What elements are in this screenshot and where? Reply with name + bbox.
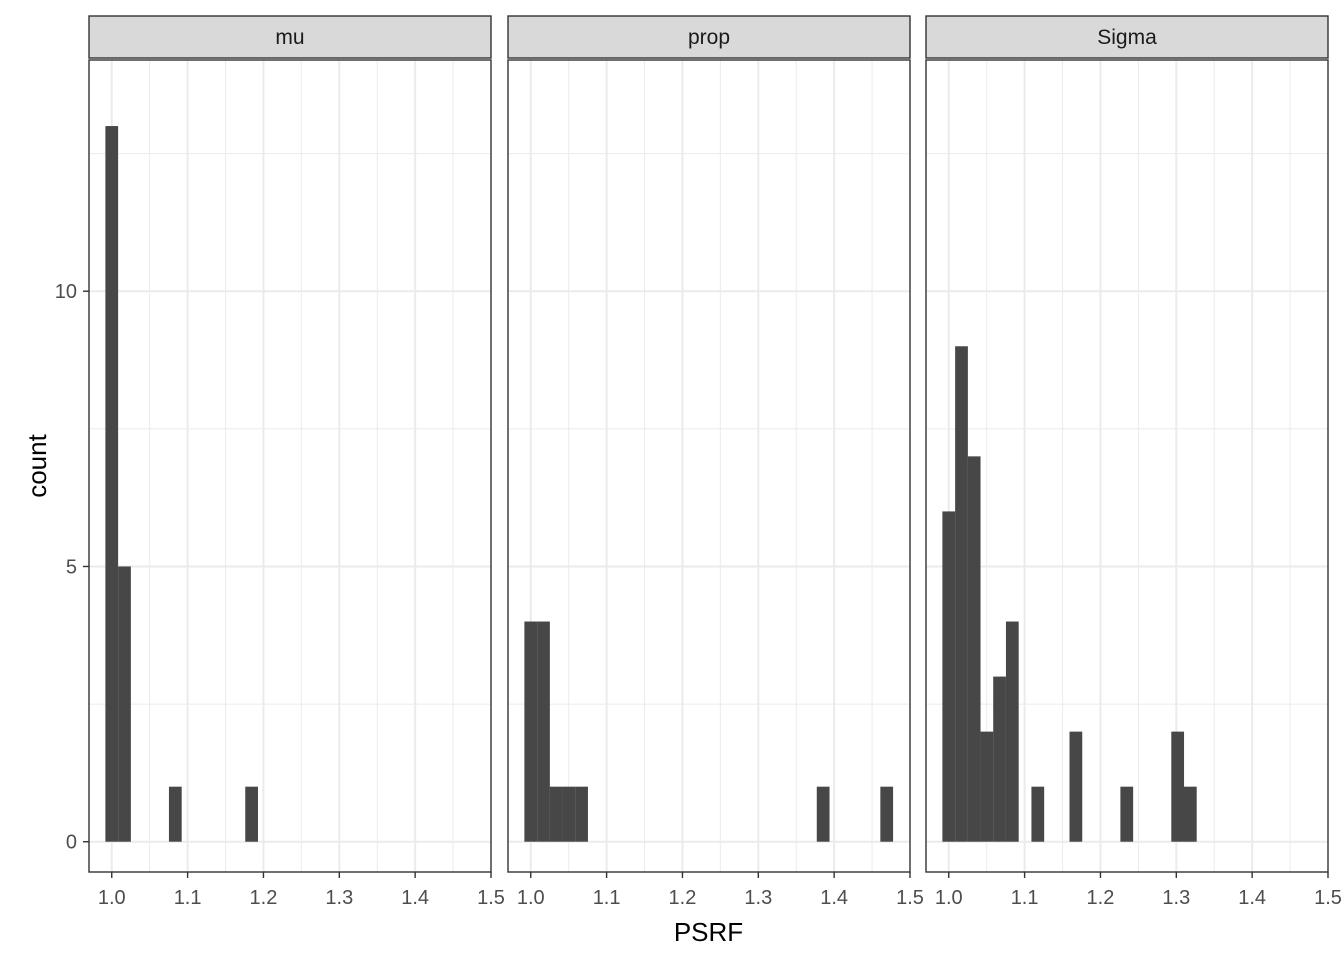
histogram-bar xyxy=(1031,786,1045,842)
x-tick-label: 1.5 xyxy=(477,887,505,909)
histogram-bar xyxy=(1120,786,1134,842)
facet-panel-sigma: Sigma 1.0 1.1 1.2 1.3 1.4 1.5 xyxy=(925,15,1342,909)
x-tick-label: 1.0 xyxy=(517,887,545,909)
histogram-bar xyxy=(562,786,576,842)
histogram-bar xyxy=(575,786,588,842)
histogram-bar xyxy=(168,786,182,842)
histogram-bar xyxy=(980,731,994,842)
x-tick-label: 1.3 xyxy=(1162,887,1190,909)
histogram-bar xyxy=(955,346,968,842)
x-tick-label: 1.2 xyxy=(1087,887,1115,909)
facet-strip xyxy=(88,15,492,59)
histogram-bar xyxy=(524,621,538,842)
histogram-bar xyxy=(993,676,1006,842)
histogram-bar xyxy=(537,621,550,842)
y-tick-label: 10 xyxy=(55,281,77,303)
histogram-bar xyxy=(118,566,131,842)
x-tick-label: 1.4 xyxy=(820,887,848,909)
x-tick-label: 1.0 xyxy=(935,887,963,909)
x-tick-label: 1.2 xyxy=(250,887,278,909)
x-tick-label: 1.1 xyxy=(593,887,621,909)
histogram-bar xyxy=(880,786,894,842)
x-tick-label: 1.3 xyxy=(325,887,353,909)
x-tick-label: 1.1 xyxy=(1011,887,1039,909)
histogram-bar xyxy=(1005,621,1019,842)
y-tick-label: 5 xyxy=(66,556,77,578)
histogram-bar xyxy=(245,786,258,842)
x-axis-title: PSRF xyxy=(674,917,743,947)
histogram-bar xyxy=(549,786,563,842)
x-tick-label: 1.4 xyxy=(1238,887,1266,909)
facet-strip xyxy=(925,15,1329,59)
facet-strip-label: Sigma xyxy=(1097,26,1157,49)
histogram-bar xyxy=(105,126,119,842)
x-tick-label: 1.5 xyxy=(896,887,924,909)
facet-panel-prop: prop 1.0 1.1 1.2 1.3 1.4 1.5 xyxy=(507,15,924,909)
facet-panel-mu: mu 1.0 1.1 1.2 1.3 1.4 1.5 0 5 10 xyxy=(55,15,505,909)
x-tick-label: 1.1 xyxy=(174,887,202,909)
panel-border xyxy=(925,59,1329,873)
panel-background xyxy=(89,60,491,872)
histogram-bar xyxy=(967,456,981,842)
panel-border xyxy=(88,59,492,873)
histogram-bar xyxy=(816,786,830,842)
x-tick-label: 1.0 xyxy=(98,887,126,909)
histogram-bar xyxy=(1183,786,1197,842)
facet-strip xyxy=(507,15,911,59)
y-axis-title: count xyxy=(22,433,52,497)
x-tick-label: 1.3 xyxy=(744,887,772,909)
y-tick-label: 0 xyxy=(66,832,77,854)
x-tick-label: 1.5 xyxy=(1314,887,1342,909)
panel-border xyxy=(507,59,911,873)
facet-strip-label: mu xyxy=(275,26,304,49)
histogram-bar xyxy=(1069,731,1083,842)
panel-background xyxy=(508,60,910,872)
facet-strip-label: prop xyxy=(688,26,730,49)
histogram-bar xyxy=(942,511,956,842)
histogram-bar xyxy=(1171,731,1185,842)
x-tick-label: 1.4 xyxy=(401,887,429,909)
x-tick-label: 1.2 xyxy=(669,887,697,909)
